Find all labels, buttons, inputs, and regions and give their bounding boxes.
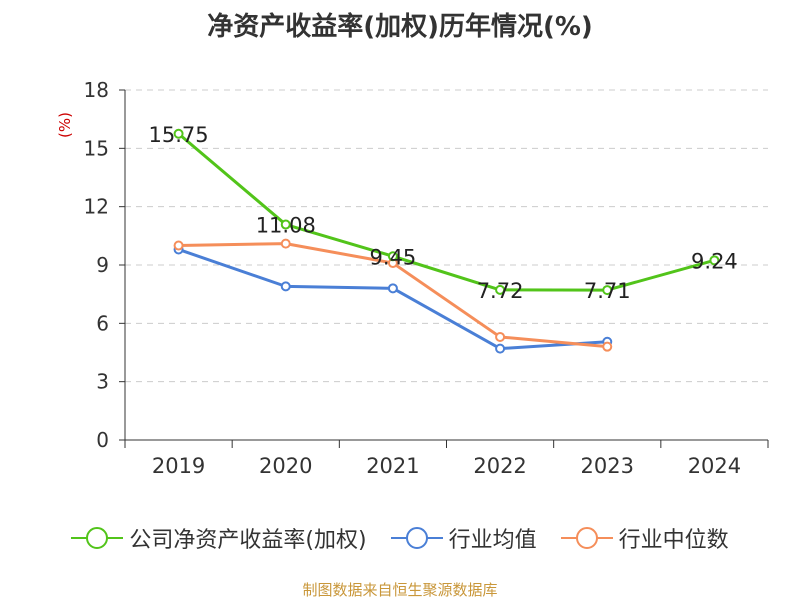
data-point — [173, 240, 184, 251]
y-axis-label: (%) — [56, 112, 74, 138]
data-point — [495, 343, 506, 354]
data-point — [387, 251, 398, 262]
data-point — [387, 283, 398, 294]
legend-swatch-company — [71, 527, 124, 549]
x-tick-label: 2019 — [152, 454, 205, 478]
y-tick-label: 18 — [84, 78, 109, 102]
y-tick-label: 0 — [96, 428, 109, 452]
legend-label-company: 公司净资产收益率(加权) — [129, 528, 367, 553]
data-point — [602, 285, 613, 296]
legend-label-industry-median: 行业中位数 — [618, 528, 729, 553]
x-tick-label: 2024 — [688, 454, 741, 478]
data-label: 9.45 — [370, 245, 417, 269]
data-label: 9.24 — [691, 249, 738, 273]
x-tick-label: 2021 — [366, 454, 419, 478]
data-point — [173, 128, 184, 139]
data-point — [602, 341, 613, 352]
x-tick-label: 2023 — [581, 454, 634, 478]
legend-item-industry-median[interactable]: 行业中位数 — [560, 522, 729, 554]
legend-swatch-industry-median — [560, 527, 613, 549]
data-label: 7.71 — [584, 279, 631, 303]
chart-title: 净资产收益率(加权)历年情况(%) — [207, 12, 593, 42]
x-tick-label: 2020 — [259, 454, 312, 478]
legend: 公司净资产收益率(加权) 行业均值 行业中位数 — [0, 520, 800, 556]
y-tick-label: 9 — [96, 253, 109, 277]
legend-swatch-industry-mean — [390, 527, 443, 549]
y-tick-label: 6 — [96, 311, 109, 335]
data-label: 7.72 — [477, 279, 524, 303]
series-line-0 — [177, 132, 715, 292]
data-point — [709, 255, 720, 266]
legend-item-industry-mean[interactable]: 行业均值 — [390, 522, 537, 554]
data-label: 15.75 — [149, 123, 209, 147]
data-point — [495, 284, 506, 295]
data-point — [495, 331, 506, 342]
data-point — [280, 238, 291, 249]
y-tick-label: 15 — [84, 136, 109, 160]
y-tick-label: 3 — [96, 370, 109, 394]
data-point — [280, 281, 291, 292]
legend-label-industry-mean: 行业均值 — [448, 528, 537, 553]
source-note: 制图数据来自恒生聚源数据库 — [302, 581, 498, 599]
data-point — [280, 219, 291, 230]
legend-item-company[interactable]: 公司净资产收益率(加权) — [71, 522, 367, 554]
data-label: 11.08 — [256, 214, 316, 238]
x-tick-label: 2022 — [473, 454, 526, 478]
y-tick-label: 12 — [84, 195, 109, 219]
